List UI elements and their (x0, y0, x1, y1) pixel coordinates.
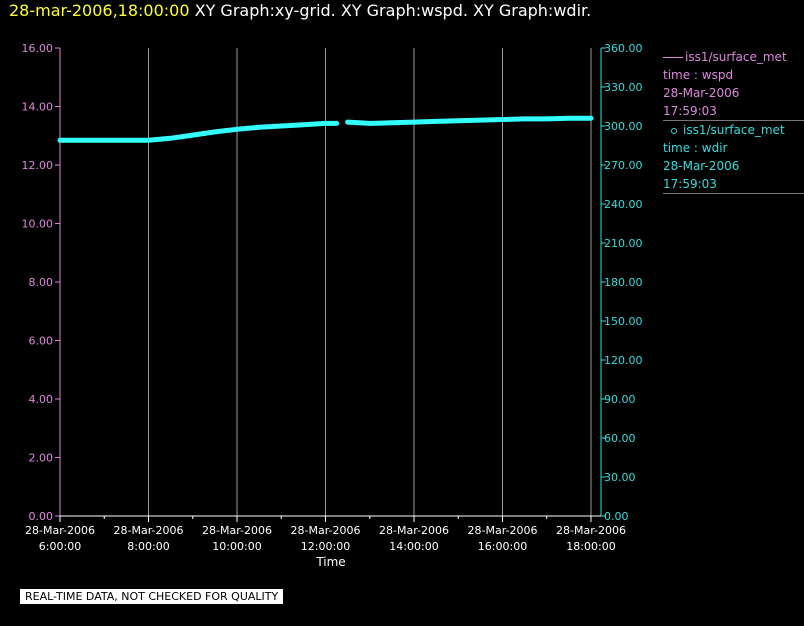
right-tick-label: 330.00 (604, 81, 643, 94)
legend-wspd-date: 28-Mar-2006 (663, 86, 740, 100)
right-tick-label: 30.00 (604, 471, 636, 484)
series-wdir (57, 115, 594, 143)
left-tick-label: 10.00 (22, 218, 54, 231)
legend-wdir-source: iss1/surface_met (683, 123, 785, 137)
right-tick-label: 60.00 (604, 432, 636, 445)
header-graph-titles: XY Graph:xy-grid. XY Graph:wspd. XY Grap… (194, 1, 592, 20)
left-tick-label: 12.00 (22, 159, 54, 172)
quality-notice: REAL-TIME DATA, NOT CHECKED FOR QUALITY (20, 589, 284, 604)
x-tick-label-time: 8:00:00 (127, 540, 169, 553)
series-line-segment (57, 120, 340, 143)
left-tick-label: 8.00 (29, 276, 54, 289)
header-timestamp: 28-mar-2006,18:00:00 (9, 1, 190, 20)
header: 28-mar-2006,18:00:00 XY Graph:xy-grid. X… (9, 1, 591, 20)
left-y-axis: 0.00 2.00 4.00 6.00 8.00 10.00 12.00 14.00 16.00 (22, 42, 60, 523)
x-tick-label-time: 16:00:00 (478, 540, 527, 553)
right-tick-label: 120.00 (604, 354, 643, 367)
legend-wspd-var: time : wspd (663, 68, 734, 82)
x-tick-label-date: 28-Mar-2006 (291, 524, 361, 537)
right-tick-label: 180.00 (604, 276, 643, 289)
x-tick-label-date: 28-Mar-2006 (202, 524, 272, 537)
x-tick-label-time: 14:00:00 (389, 540, 438, 553)
right-tick-label: 0.00 (604, 510, 629, 523)
left-tick-label: 14.00 (22, 101, 54, 114)
legend-wspd-source: iss1/surface_met (685, 50, 787, 64)
x-tick-label-date: 28-Mar-2006 (25, 524, 95, 537)
line-swatch-icon (663, 57, 683, 58)
right-tick-label: 300.00 (604, 120, 643, 133)
x-tick-label-date: 28-Mar-2006 (379, 524, 449, 537)
x-tick-label-time: 6:00:00 (39, 540, 81, 553)
left-tick-label: 4.00 (29, 393, 54, 406)
legend-wdir-var: time : wdir (663, 141, 728, 155)
left-tick-label: 0.00 (29, 510, 54, 523)
legend-wdir-date: 28-Mar-2006 (663, 159, 740, 173)
legend-wdir-time: 17:59:03 (663, 177, 717, 191)
left-tick-label: 6.00 (29, 335, 54, 348)
right-tick-label: 270.00 (604, 159, 643, 172)
x-tick-label-time: 18:00:00 (566, 540, 615, 553)
right-tick-label: 90.00 (604, 393, 636, 406)
x-tick-label-date: 28-Mar-2006 (556, 524, 626, 537)
x-tick-label-time: 12:00:00 (301, 540, 350, 553)
legend-wspd-time: 17:59:03 (663, 104, 717, 118)
x-axis-label: Time (315, 555, 345, 569)
left-tick-label: 2.00 (29, 452, 54, 465)
x-tick-label-date: 28-Mar-2006 (468, 524, 538, 537)
circle-marker-icon (671, 127, 677, 134)
right-tick-label: 360.00 (604, 42, 643, 55)
left-tick-label: 16.00 (22, 42, 54, 55)
x-tick-label-time: 10:00:00 (212, 540, 261, 553)
legend-entry-wspd: iss1/surface_met time : wspd 28-Mar-2006… (663, 48, 804, 121)
grid-lines (148, 48, 592, 516)
right-tick-label: 150.00 (604, 315, 643, 328)
legend: iss1/surface_met time : wspd 28-Mar-2006… (663, 48, 804, 194)
right-tick-label: 240.00 (604, 198, 643, 211)
right-y-axis: 0.00 30.00 60.00 90.00 120.00 150.00 180.00 210… (601, 42, 643, 523)
x-tick-label-date: 28-Mar-2006 (114, 524, 184, 537)
legend-entry-wdir: iss1/surface_met time : wdir 28-Mar-2006… (663, 121, 804, 194)
series-line-segment (345, 115, 594, 126)
right-tick-label: 210.00 (604, 237, 643, 250)
x-axis: 28-Mar-2006 6:00:00 28-Mar-2006 8:00:00 28-M… (25, 516, 626, 553)
